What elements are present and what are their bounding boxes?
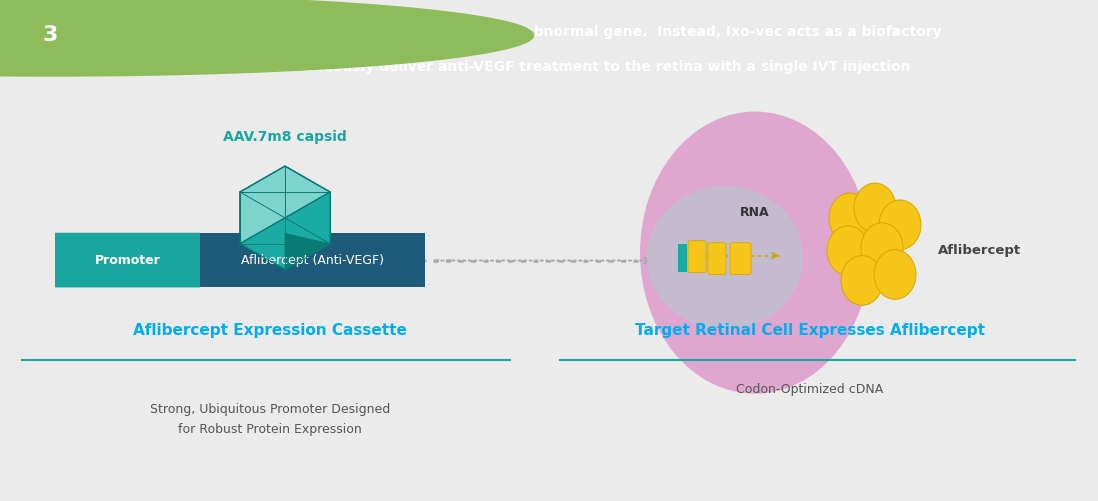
Polygon shape: [55, 233, 225, 288]
Ellipse shape: [854, 183, 896, 233]
Text: Target Retinal Cell Expresses Aflibercept: Target Retinal Cell Expresses Aflibercep…: [635, 323, 985, 338]
Circle shape: [0, 0, 534, 76]
Polygon shape: [240, 166, 330, 243]
Ellipse shape: [861, 223, 903, 273]
Polygon shape: [240, 192, 330, 270]
Ellipse shape: [841, 256, 883, 305]
Polygon shape: [285, 233, 330, 270]
FancyBboxPatch shape: [677, 243, 687, 272]
Text: RNA: RNA: [740, 206, 770, 219]
Ellipse shape: [827, 226, 869, 276]
Text: Aflibercept: Aflibercept: [938, 244, 1021, 257]
Text: Aflibercept Expression Cassette: Aflibercept Expression Cassette: [133, 323, 407, 338]
Text: Strong, Ubiquitous Promoter Designed
for Robust Protein Expression: Strong, Ubiquitous Promoter Designed for…: [149, 403, 390, 436]
Polygon shape: [240, 166, 330, 270]
Text: Aflibercept (Anti-VEGF): Aflibercept (Anti-VEGF): [240, 254, 384, 267]
Text: Codon-Optimized cDNA: Codon-Optimized cDNA: [737, 383, 884, 396]
FancyBboxPatch shape: [200, 233, 425, 288]
Text: 3: 3: [43, 25, 58, 45]
Text: AAV.7m8 capsid: AAV.7m8 capsid: [223, 130, 347, 144]
Polygon shape: [240, 166, 330, 192]
Ellipse shape: [879, 200, 921, 249]
Ellipse shape: [829, 193, 871, 242]
Text: to continuously deliver anti-VEGF treatment to the retina with a single IVT inje: to continuously deliver anti-VEGF treatm…: [254, 60, 910, 74]
FancyBboxPatch shape: [688, 240, 706, 273]
Text: Ixo-vec does not replace or modify an abnormal gene.  Instead, Ixo-vec acts as a: Ixo-vec does not replace or modify an ab…: [223, 26, 941, 40]
Ellipse shape: [640, 112, 870, 394]
FancyBboxPatch shape: [708, 242, 726, 275]
FancyBboxPatch shape: [730, 242, 751, 275]
Ellipse shape: [647, 186, 803, 329]
Ellipse shape: [874, 249, 916, 299]
Text: Promoter: Promoter: [94, 254, 160, 267]
